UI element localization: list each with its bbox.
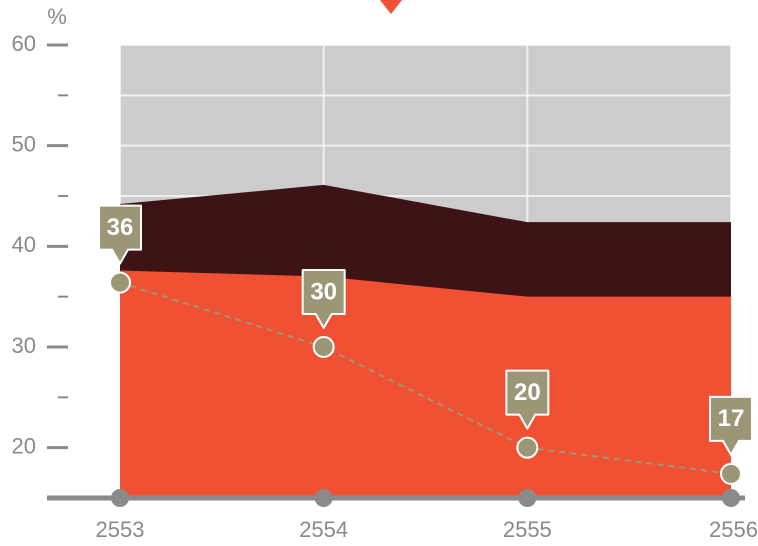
x-tick-label: 2555 xyxy=(503,517,552,542)
data-label: 20 xyxy=(514,379,541,406)
y-tick-label: 60 xyxy=(12,31,36,56)
y-tick-label: 50 xyxy=(12,131,36,156)
x-tick-label: 2556 xyxy=(709,517,758,542)
y-tick-label: 40 xyxy=(12,232,36,257)
line-marker xyxy=(109,271,131,294)
callout-box xyxy=(301,269,346,329)
callout-box xyxy=(98,204,142,265)
callout-box xyxy=(709,395,753,456)
data-label: 30 xyxy=(310,278,337,305)
indicator xyxy=(380,0,402,14)
axis-dot xyxy=(111,489,129,507)
x-tick-label: 2554 xyxy=(299,517,348,542)
y-tick-label: 20 xyxy=(12,433,36,458)
data-label: 17 xyxy=(718,405,745,432)
line xyxy=(119,281,732,475)
axis-dot xyxy=(314,489,333,507)
area xyxy=(120,270,731,498)
line-marker xyxy=(720,462,742,485)
data-label: 36 xyxy=(107,214,134,241)
x-tick-label: 2553 xyxy=(96,517,145,542)
y-axis-label: % xyxy=(47,4,67,29)
axis-dot xyxy=(722,489,740,507)
callout-box xyxy=(505,369,550,430)
axis-dot xyxy=(518,489,537,507)
y-tick-label: 30 xyxy=(12,333,36,358)
line-marker xyxy=(516,436,539,459)
line-marker xyxy=(312,336,335,358)
